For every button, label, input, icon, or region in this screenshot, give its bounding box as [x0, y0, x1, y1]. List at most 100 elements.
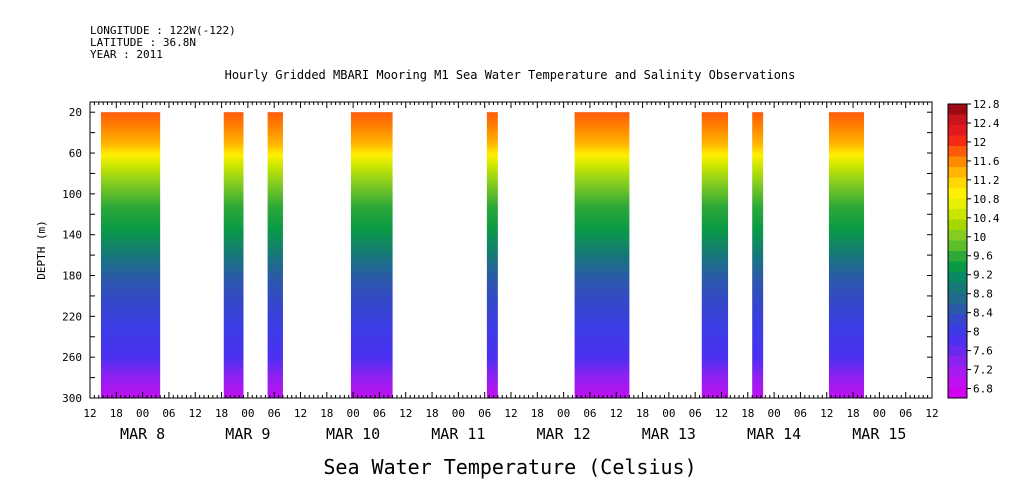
x-hour-tick-label: 00 — [873, 407, 886, 420]
y-tick-label: 20 — [69, 106, 82, 119]
colorbar-swatch — [948, 335, 967, 346]
colorbar-swatch — [948, 293, 967, 304]
x-hour-tick-label: 00 — [557, 407, 570, 420]
x-hour-tick-label: 06 — [794, 407, 807, 420]
x-hour-tick-label: 12 — [504, 407, 517, 420]
colorbar-swatch — [948, 219, 967, 231]
y-tick-label: 220 — [62, 310, 82, 323]
colorbar-frame — [947, 103, 968, 399]
colorbar-label: 8 — [973, 326, 980, 339]
x-hour-tick-label: 00 — [241, 407, 254, 420]
x-day-label: MAR 10 — [326, 425, 380, 443]
colorbar-swatch — [948, 156, 967, 168]
x-hour-tick-label: 06 — [268, 407, 281, 420]
x-hour-tick-label: 12 — [399, 407, 412, 420]
colorbar-label: 11.6 — [973, 155, 1000, 168]
colorbar-swatch — [948, 282, 967, 294]
x-hour-tick-label: 00 — [452, 407, 465, 420]
colorbar-swatch — [948, 135, 967, 147]
x-hour-tick-label: 12 — [715, 407, 728, 420]
colorbar-label: 8.8 — [973, 288, 993, 301]
colorbar-label: 10.4 — [973, 212, 1000, 225]
colorbar-swatch — [948, 324, 967, 336]
colorbar-label: 8.4 — [973, 307, 993, 320]
x-day-label: MAR 8 — [120, 425, 165, 443]
data-segment-6 — [574, 112, 630, 398]
colorbar-swatch — [948, 272, 967, 283]
x-hour-tick-label: 18 — [215, 407, 228, 420]
x-hour-tick-label: 12 — [820, 407, 833, 420]
colorbar-label: 7.2 — [973, 364, 993, 377]
x-hour-tick-label: 18 — [110, 407, 123, 420]
x-hour-tick-label: 06 — [162, 407, 175, 420]
colorbar-swatch — [948, 314, 967, 325]
colorbar-label: 12.8 — [973, 98, 1000, 111]
x-hour-tick-label: 06 — [583, 407, 596, 420]
colorbar-label: 9.6 — [973, 250, 993, 263]
x-hour-tick-label: 18 — [741, 407, 754, 420]
x-day-label: MAR 9 — [225, 425, 270, 443]
colorbar-label: 7.6 — [973, 345, 993, 358]
x-axis-title: Sea Water Temperature (Celsius) — [323, 455, 697, 479]
x-hour-tick-label: 18 — [636, 407, 649, 420]
x-hour-tick-label: 00 — [347, 407, 360, 420]
x-hour-tick-label: 00 — [136, 407, 149, 420]
colorbar-swatch — [948, 198, 967, 210]
colorbar-label: 10.8 — [973, 193, 1000, 206]
x-hour-tick-label: 06 — [899, 407, 912, 420]
year-label: YEAR : 2011 — [90, 48, 163, 61]
colorbar-swatch — [948, 261, 967, 273]
colorbar-swatch — [948, 209, 967, 220]
x-hour-tick-label: 18 — [425, 407, 438, 420]
data-segment-2 — [223, 112, 244, 398]
data-segment-5 — [486, 112, 498, 398]
x-hour-tick-label: 12 — [189, 407, 202, 420]
longitude-label: LONGITUDE : 122W(-122) — [90, 24, 236, 37]
colorbar-swatch — [948, 303, 967, 315]
x-hour-tick-label: 00 — [662, 407, 675, 420]
x-day-label: MAR 11 — [431, 425, 485, 443]
colorbar-swatch — [948, 125, 967, 136]
x-hour-tick-label: 18 — [846, 407, 859, 420]
x-day-label: MAR 12 — [537, 425, 591, 443]
data-segment-4 — [350, 112, 393, 398]
y-tick-label: 140 — [62, 229, 82, 242]
colorbar-label: 11.2 — [973, 174, 1000, 187]
colorbar-swatch — [948, 177, 967, 189]
data-segment-7 — [701, 112, 729, 398]
colorbar-swatch — [948, 104, 967, 115]
colorbar-swatch — [948, 251, 967, 262]
y-tick-label: 300 — [62, 392, 82, 405]
colorbar-label: 6.8 — [973, 383, 993, 396]
y-tick-label: 100 — [62, 188, 82, 201]
chart-title: Hourly Gridded MBARI Mooring M1 Sea Wate… — [224, 68, 796, 82]
data-segment-1 — [100, 112, 161, 398]
x-day-label: MAR 13 — [642, 425, 696, 443]
y-axis-label: DEPTH (m) — [35, 220, 48, 280]
colorbar-swatch — [948, 377, 967, 388]
x-hour-tick-label: 06 — [373, 407, 386, 420]
colorbar-label: 9.2 — [973, 269, 993, 282]
data-segment-9 — [828, 112, 865, 398]
colorbar-swatch — [948, 366, 967, 378]
colorbar-swatch — [948, 146, 967, 157]
colorbar-swatch — [948, 387, 967, 399]
colorbar-swatch — [948, 167, 967, 178]
colorbar-swatch — [948, 230, 967, 241]
x-hour-tick-label: 00 — [768, 407, 781, 420]
x-day-label: MAR 14 — [747, 425, 801, 443]
y-tick-label: 60 — [69, 147, 82, 160]
x-hour-tick-label: 12 — [294, 407, 307, 420]
colorbar-label: 12 — [973, 136, 986, 149]
colorbar-swatch — [948, 114, 967, 126]
x-hour-tick-label: 12 — [925, 407, 938, 420]
colorbar-label: 10 — [973, 231, 986, 244]
colorbar-swatch — [948, 240, 967, 252]
x-hour-tick-label: 12 — [83, 407, 96, 420]
x-hour-tick-label: 18 — [320, 407, 333, 420]
y-tick-label: 260 — [62, 351, 82, 364]
colorbar-swatch — [948, 345, 967, 357]
x-hour-tick-label: 06 — [689, 407, 702, 420]
x-hour-tick-label: 06 — [478, 407, 491, 420]
